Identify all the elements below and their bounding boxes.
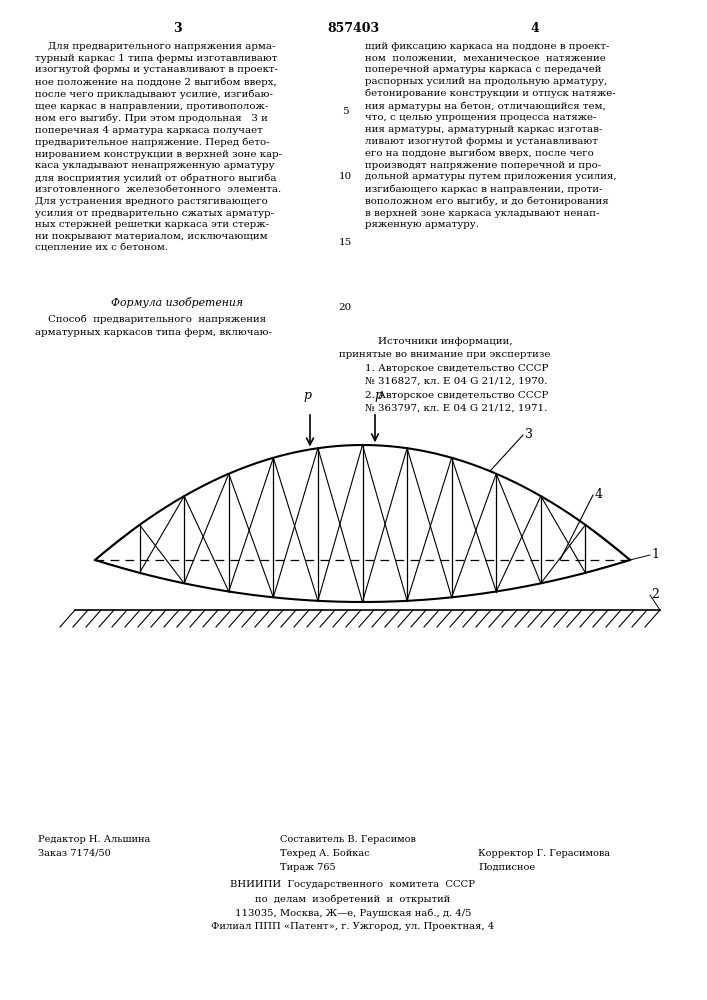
Text: арматурных каркасов типа ферм, включаю-: арматурных каркасов типа ферм, включаю- xyxy=(35,328,272,337)
Text: Техред А. Бойкас: Техред А. Бойкас xyxy=(280,849,370,858)
Text: 113035, Москва, Ж—е, Раушская наб., д. 4/5: 113035, Москва, Ж—е, Раушская наб., д. 4… xyxy=(235,908,472,918)
Text: Способ  предварительного  напряжения: Способ предварительного напряжения xyxy=(35,315,266,324)
Text: 3: 3 xyxy=(525,428,533,442)
Text: Редактор Н. Альшина: Редактор Н. Альшина xyxy=(38,835,151,844)
Text: по  делам  изобретений  и  открытий: по делам изобретений и открытий xyxy=(255,894,450,904)
Text: 10: 10 xyxy=(339,172,351,181)
Text: принятые во внимание при экспертизе: принятые во внимание при экспертизе xyxy=(339,350,551,359)
Text: № 363797, кл. Е 04 G 21/12, 1971.: № 363797, кл. Е 04 G 21/12, 1971. xyxy=(365,404,547,413)
Text: 857403: 857403 xyxy=(327,22,379,35)
Text: 2: 2 xyxy=(651,588,659,601)
Text: Корректор Г. Герасимова: Корректор Г. Герасимова xyxy=(478,849,610,858)
Text: 4: 4 xyxy=(595,488,603,502)
Text: 5: 5 xyxy=(341,107,349,116)
Text: 3: 3 xyxy=(173,22,181,35)
Text: Формула изобретения: Формула изобретения xyxy=(111,297,243,308)
Text: Тираж 765: Тираж 765 xyxy=(280,863,336,872)
Text: ВНИИПИ  Государственного  комитета  СССР: ВНИИПИ Государственного комитета СССР xyxy=(230,880,476,889)
Text: Подписное: Подписное xyxy=(478,863,535,872)
Text: 2. Авторское свидетельство СССР: 2. Авторское свидетельство СССР xyxy=(365,391,549,400)
Text: 20: 20 xyxy=(339,303,351,312)
Text: p: p xyxy=(303,389,311,402)
Text: 4: 4 xyxy=(531,22,539,35)
Text: Филиал ППП «Патент», г. Ужгород, ул. Проектная, 4: Филиал ППП «Патент», г. Ужгород, ул. Про… xyxy=(211,922,495,931)
Text: Для предварительного напряжения арма-
турный каркас 1 типа фермы изготавливают
и: Для предварительного напряжения арма- ту… xyxy=(35,42,282,253)
Text: Составитель В. Герасимов: Составитель В. Герасимов xyxy=(280,835,416,844)
Text: 1. Авторское свидетельство СССР: 1. Авторское свидетельство СССР xyxy=(365,364,549,373)
Text: 15: 15 xyxy=(339,238,351,247)
Text: № 316827, кл. Е 04 G 21/12, 1970.: № 316827, кл. Е 04 G 21/12, 1970. xyxy=(365,377,547,386)
Text: Источники информации,: Источники информации, xyxy=(378,337,513,346)
Text: 1: 1 xyxy=(651,548,659,562)
Text: p: p xyxy=(374,389,382,402)
Text: щий фиксацию каркаса на поддоне в проект-
ном  положении,  механическое  натяжен: щий фиксацию каркаса на поддоне в проект… xyxy=(365,42,617,229)
Text: Заказ 7174/50: Заказ 7174/50 xyxy=(38,849,111,858)
